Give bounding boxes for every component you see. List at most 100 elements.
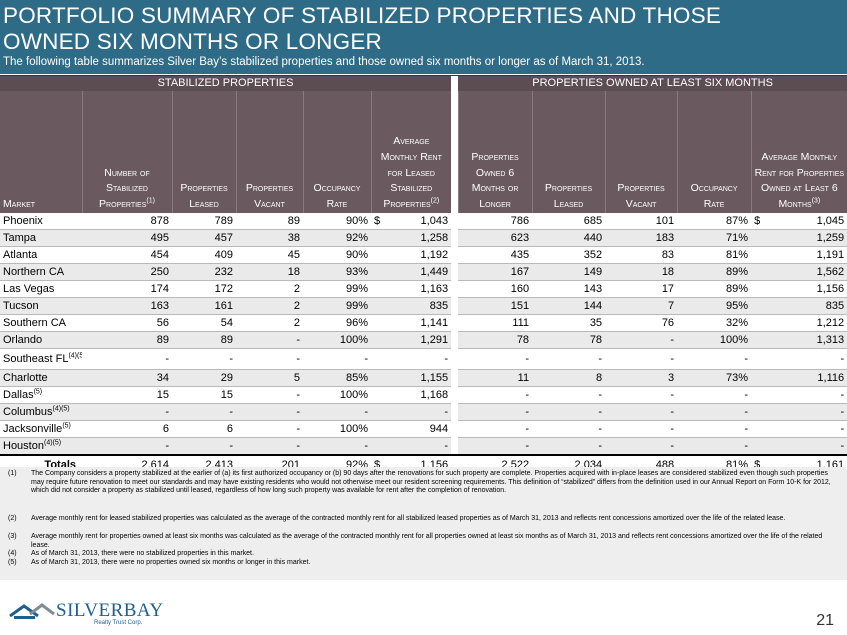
column-separator [451, 437, 459, 455]
cell-value: 89% [726, 282, 749, 295]
cell-c4: - [303, 403, 371, 421]
market-cell: Dallas(5) [0, 386, 82, 404]
cell-value: - [364, 405, 368, 418]
cell-value: 1,313 [816, 333, 845, 346]
cell-c5: 1,155 [371, 369, 452, 387]
cell-c1: 89 [82, 331, 172, 349]
cell-c9: 87% [677, 213, 752, 230]
cell-value: 18 [661, 265, 675, 278]
column-separator [451, 297, 459, 315]
cell-value: 160 [510, 282, 530, 295]
cell-value: 1,449 [420, 265, 449, 278]
cell-value: - [840, 352, 845, 365]
table-row: Dallas(5) 15 15 - 100% 1,168 - - - - - [0, 386, 847, 404]
cell-value: 89 [220, 333, 233, 346]
cell-c4: 100% [303, 386, 371, 404]
cell-value: 5 [293, 371, 300, 384]
cell-value: 99% [345, 282, 368, 295]
dollar-sign: $ [754, 458, 761, 471]
cell-c9: 71% [677, 229, 752, 247]
cell-c7: - [532, 437, 606, 456]
cell-value: 1,192 [420, 248, 449, 261]
cell-c5: 835 [371, 297, 452, 315]
market-cell: Tampa [0, 229, 82, 247]
column-separator [451, 91, 459, 213]
footnote-number: (2) [8, 515, 17, 522]
cell-value: 1,168 [420, 388, 449, 401]
cell-c2: 409 [172, 246, 236, 264]
cell-value: 71% [726, 231, 749, 244]
cell-value: 835 [825, 299, 845, 312]
footnote-ref: (4)(5) [52, 404, 70, 412]
cell-c3: - [236, 437, 303, 456]
cell-c10: 1,116 [751, 369, 847, 387]
cell-c1: 250 [82, 263, 172, 281]
cell-value: - [840, 422, 845, 435]
cell-c9: 81% [677, 246, 752, 264]
cell-value: - [525, 405, 530, 418]
cell-value: - [598, 352, 603, 365]
cell-c7: - [532, 403, 606, 421]
dollar-sign: $ [754, 214, 761, 227]
column-separator [451, 386, 459, 404]
cell-value: 18 [287, 265, 300, 278]
column-separator [451, 331, 459, 349]
market-name: Southeast FL [3, 352, 69, 365]
cell-c10: 1,259 [751, 229, 847, 247]
footnote-text: The Company considers a property stabili… [31, 470, 831, 494]
column-separator [451, 403, 459, 421]
cell-value: 143 [583, 282, 603, 295]
cell-c2: 29 [172, 369, 236, 387]
cell-value: - [670, 333, 675, 346]
cell-value: 435 [510, 248, 530, 261]
cell-value: 90% [345, 248, 368, 261]
cell-value: - [840, 388, 845, 401]
footnote-text: Average monthly rent for leased stabiliz… [31, 515, 786, 522]
cell-c6: 786 [458, 213, 533, 230]
footnote-ref: (5) [33, 387, 43, 395]
cell-value: 149 [583, 265, 603, 278]
cell-value: 1,163 [420, 282, 449, 295]
cell-c8: 3 [605, 369, 678, 387]
footnote-ref: (4)(5) [43, 438, 62, 446]
dollar-sign: $ [374, 458, 381, 471]
column-separator [451, 420, 459, 438]
cell-c4: 93% [303, 263, 371, 281]
cell-c3: 18 [236, 263, 303, 281]
market-name: Charlotte [3, 371, 48, 384]
group-owned-label: PROPERTIES OWNED AT LEAST SIX MONTHS [458, 75, 847, 91]
col-avg-rent: Average Monthly Rent for Leased Stabiliz… [370, 91, 452, 213]
cell-value: 54 [220, 316, 233, 329]
cell-c4: 100% [303, 420, 371, 438]
cell-value: 15 [220, 388, 233, 401]
cell-c10: - [751, 403, 847, 421]
cell-c10: 1,156 [751, 280, 847, 298]
cell-value: - [296, 333, 300, 346]
cell-c5: - [371, 437, 452, 456]
cell-c8: - [605, 386, 678, 404]
cell-value: 34 [156, 371, 169, 384]
col-occupancy: Occupancy Rate [302, 91, 371, 213]
cell-c1: - [82, 403, 172, 421]
cell-value: 167 [510, 265, 530, 278]
cell-value: 99% [345, 299, 368, 312]
cell-c3: 38 [236, 229, 303, 247]
cell-c2: 457 [172, 229, 236, 247]
cell-c7: 143 [532, 280, 606, 298]
logo-subtext: Realty Trust Corp. [94, 620, 143, 626]
cell-value: 81% [726, 248, 749, 261]
cell-c3: 45 [236, 246, 303, 264]
cell-c8: - [605, 331, 678, 349]
cell-c9: 89% [677, 263, 752, 281]
table-row: Columbus(4)(5) - - - - - - - - - - [0, 403, 847, 421]
cell-value: 1,043 [420, 214, 449, 227]
market-name: Tampa [3, 231, 37, 244]
cell-c5: $1,043 [371, 213, 452, 230]
market-name: Northern CA [3, 265, 65, 278]
page-subtitle: The following table summarizes Silver Ba… [3, 56, 645, 68]
cell-value: 73% [726, 371, 749, 384]
cell-value: 56 [156, 316, 169, 329]
cell-value: 8 [595, 371, 603, 384]
cell-value: 100% [339, 422, 368, 435]
cell-value: 1,141 [420, 316, 449, 329]
